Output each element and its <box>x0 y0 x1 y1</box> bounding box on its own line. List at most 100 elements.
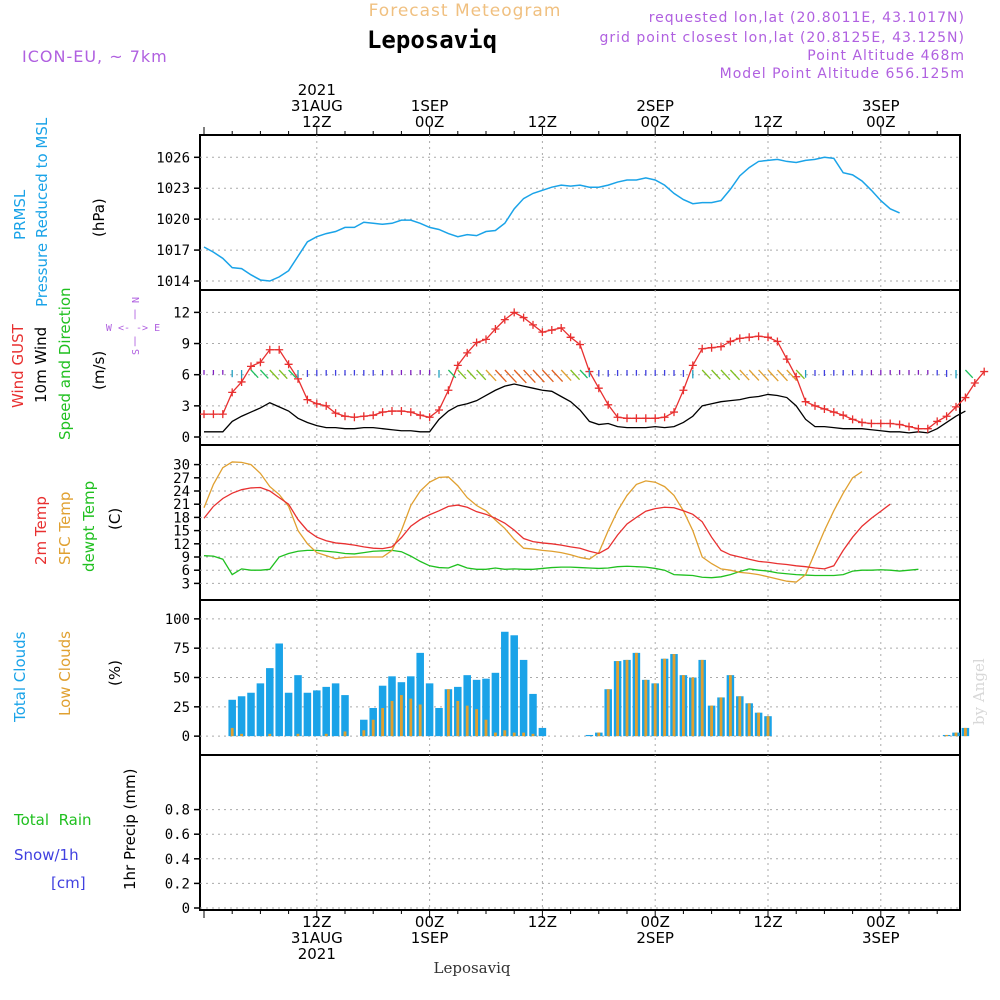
gust-marker <box>547 326 556 335</box>
wind-direction-arrow <box>466 369 477 380</box>
gust-marker <box>773 337 782 346</box>
model-label: ICON-EU, ~ 7km <box>22 47 168 66</box>
precip-ytick-label: 0.6 <box>165 827 190 843</box>
gust-marker <box>660 413 669 422</box>
top-time-label: 00Z <box>415 113 444 131</box>
gust-marker <box>388 407 396 416</box>
wind-ytick-label: 12 <box>173 305 190 321</box>
low-cloud-bar <box>512 732 516 737</box>
total-cloud-bar <box>313 690 321 737</box>
total-cloud-bar <box>360 719 368 737</box>
dewpoint-line <box>203 549 919 579</box>
total-cloud-bar <box>519 659 528 737</box>
gust-marker <box>237 377 246 386</box>
plot-layer: 1014101710201023102603691236912151821242… <box>156 81 989 963</box>
total-cloud-bar <box>491 672 500 737</box>
low-cloud-bar <box>409 698 413 737</box>
pressure-unit: (hPa) <box>90 198 108 237</box>
gust-marker <box>416 411 425 420</box>
wind-direction-arrow <box>476 369 487 381</box>
gust-marker <box>604 400 613 409</box>
gust-marker <box>453 361 462 370</box>
low-cloud-bar <box>418 704 422 737</box>
temp-ytick-label: 9 <box>182 550 190 566</box>
low-cloud-bar <box>653 683 657 737</box>
gust-marker <box>510 308 519 317</box>
gust-marker <box>764 333 772 342</box>
clouds-ytick-label: 75 <box>173 641 190 657</box>
wind-ytick-label: 3 <box>182 399 190 415</box>
location-title: Leposaviq <box>367 26 497 54</box>
temp-ytick-label: 27 <box>173 471 190 487</box>
cm-label: [cm] <box>51 874 86 892</box>
low-cloud-bar <box>390 700 394 737</box>
compass-rose: N | W <- -> E | S <box>106 297 160 355</box>
gust-marker <box>923 424 932 433</box>
wind-direction-arrow <box>729 369 741 381</box>
wind-speed-line <box>204 383 966 434</box>
bottom-time-label: 3SEP <box>862 929 900 947</box>
total-cloud-bar <box>529 693 537 737</box>
low-cloud-bar <box>757 712 761 737</box>
wind-labels: Wind GUST 10m Wind Speed and Direction (… <box>9 287 108 440</box>
low-cloud-bar <box>296 733 300 737</box>
gust-marker <box>688 361 697 370</box>
low-cloud-bar <box>343 731 347 737</box>
wind-direction-arrow <box>795 369 805 380</box>
precip-ytick-label: 0 <box>182 901 190 917</box>
gust-marker <box>209 410 218 419</box>
gust-marker <box>839 411 848 420</box>
temp-ytick-label: 21 <box>173 497 190 513</box>
wind-direction-arrow <box>560 369 572 382</box>
wind-direction-arrow <box>767 369 779 382</box>
temp-ytick-label: 30 <box>173 458 190 474</box>
gust-marker <box>886 419 895 428</box>
wind-direction-arrow <box>485 369 497 382</box>
wind-direction-arrow <box>513 369 527 384</box>
gust-marker <box>961 393 970 402</box>
wind-direction-arrow <box>494 369 507 383</box>
wind-direction-arrow <box>269 369 280 380</box>
total-cloud-bar <box>341 695 349 737</box>
bottom-time-label: 2021 <box>298 945 336 963</box>
low-cloud-bar <box>606 689 610 737</box>
total-cloud-bar <box>501 631 509 737</box>
low-cloud-bar <box>240 733 244 737</box>
precip-ytick-label: 0.4 <box>165 852 190 868</box>
top-title: Forecast Meteogram <box>369 1 562 21</box>
total-cloud-bar <box>585 734 594 737</box>
total-cloud-bar <box>303 692 312 737</box>
gust-marker <box>623 414 631 423</box>
gust-marker <box>707 343 716 352</box>
gust-line <box>204 311 985 430</box>
gust-marker <box>331 409 340 418</box>
gust-marker <box>406 408 415 417</box>
total-cloud-bar <box>247 692 255 737</box>
temp-ytick-label: 18 <box>173 510 190 526</box>
low-cloud-bar <box>371 719 375 737</box>
gust-marker <box>444 386 453 395</box>
gust-marker <box>218 410 227 419</box>
total-cloud-bar <box>435 707 443 737</box>
low-cloud-bar <box>324 733 328 737</box>
wind-direction-arrow <box>964 369 974 379</box>
top-time-label: 00Z <box>641 113 670 131</box>
total-cloud-bar <box>256 683 265 737</box>
gust-marker <box>378 408 387 417</box>
pressure-ytick-label: 1017 <box>156 243 190 259</box>
low-cloud-bar <box>531 733 535 737</box>
low-cloud-bar <box>503 730 507 737</box>
gust-marker <box>858 418 866 427</box>
compass-s: S <box>131 349 142 355</box>
low-cloud-bar <box>268 733 272 737</box>
gust-marker <box>247 362 255 371</box>
gust-marker <box>538 328 547 337</box>
bottom-time-label: 2SEP <box>636 929 674 947</box>
snow-label: Snow/1h <box>14 846 79 864</box>
wind-direction-arrow <box>541 369 554 383</box>
gust-marker <box>275 345 284 354</box>
gust-marker <box>726 337 735 346</box>
gust-marker <box>754 332 763 341</box>
compass-n: N <box>131 297 142 303</box>
sfc-temp-line <box>203 461 863 583</box>
